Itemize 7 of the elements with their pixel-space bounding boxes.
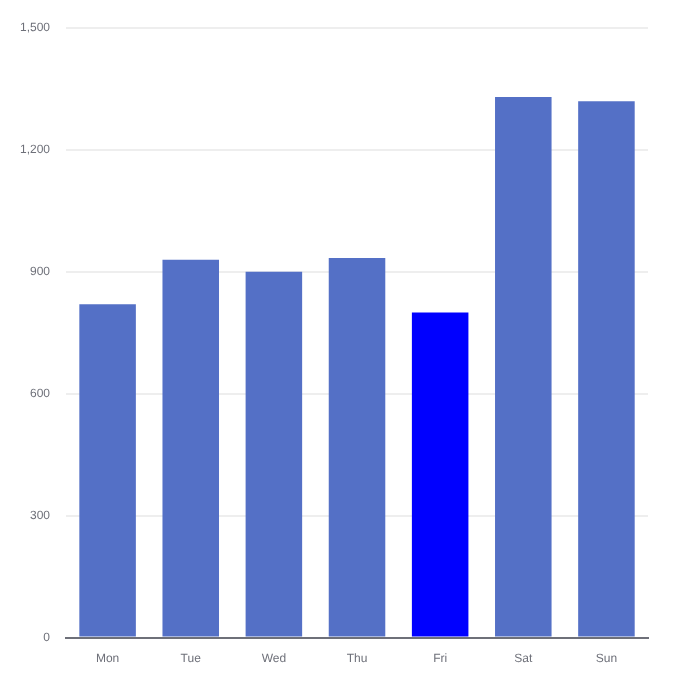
bar <box>328 258 386 637</box>
bar <box>162 259 219 637</box>
bar <box>245 271 303 637</box>
bar <box>495 97 552 637</box>
bar <box>79 304 136 637</box>
bar <box>411 312 469 637</box>
bar <box>578 101 635 637</box>
